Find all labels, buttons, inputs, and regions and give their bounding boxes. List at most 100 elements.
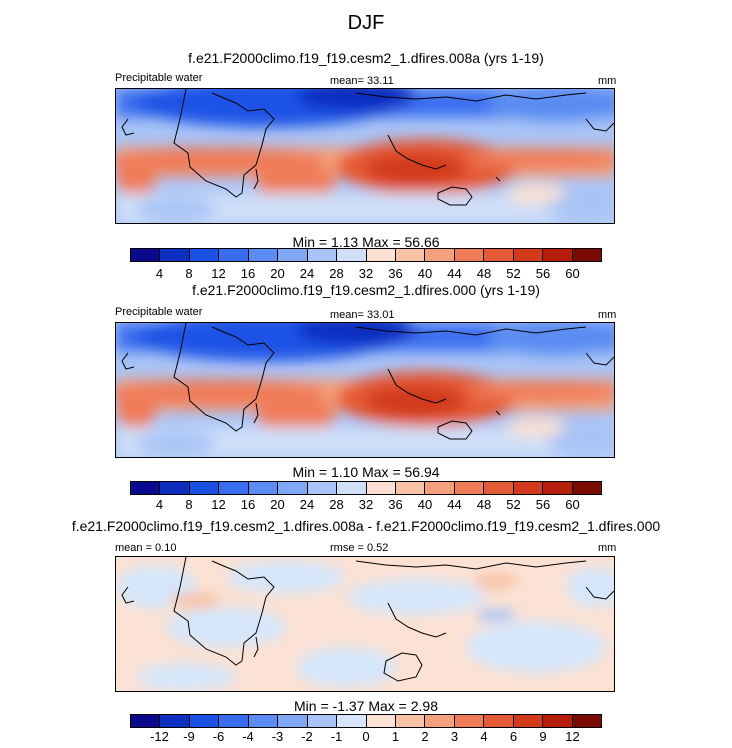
- colorbar-tick-label: 3: [450, 729, 459, 744]
- panel1-minmax: Min = 1.13 Max = 56.66: [292, 234, 440, 250]
- panel2-map: [115, 322, 615, 458]
- panel3-mean-label: mean = 0.10: [115, 542, 177, 554]
- panel3-minmax: Min = -1.37 Max = 2.98: [294, 698, 438, 714]
- colorbar-swatch: [160, 715, 190, 727]
- panel2-colorbar-labels: 4 8 12 16 20 24 28 32 36 40 44 48 52 56 60: [130, 497, 602, 513]
- colorbar-swatch: [366, 715, 396, 727]
- colorbar-swatch: [248, 715, 279, 727]
- colorbar-tick-label: 28: [329, 497, 344, 512]
- colorbar-swatch: [484, 482, 514, 494]
- panel1-map: [115, 88, 615, 224]
- colorbar-tick-label: 12: [211, 266, 226, 281]
- colorbar-swatch: [513, 482, 544, 494]
- colorbar-swatch: [248, 482, 279, 494]
- colorbar-tick-label: 60: [565, 266, 580, 281]
- colorbar-swatch: [307, 715, 338, 727]
- colorbar-tick-label: 40: [417, 266, 433, 281]
- colorbar-tick-label: -3: [271, 729, 284, 744]
- colorbar-swatch: [425, 482, 455, 494]
- panel2-units-label: mm: [598, 309, 617, 321]
- colorbar-swatch: [572, 715, 601, 727]
- colorbar-tick-label: -1: [330, 729, 343, 744]
- colorbar-tick-label: -9: [183, 729, 195, 744]
- panel1-colorbar: [130, 248, 602, 262]
- colorbar-swatch: [572, 482, 601, 494]
- colorbar-tick-label: -2: [301, 729, 313, 744]
- colorbar-swatch: [160, 482, 190, 494]
- colorbar-swatch: [219, 249, 249, 261]
- panel3-map-svg: [116, 557, 614, 691]
- panel1-mean-label: mean= 33.11: [330, 75, 394, 87]
- colorbar-tick-label: 4: [155, 266, 164, 281]
- colorbar-swatch: [278, 482, 308, 494]
- colorbar-swatch: [484, 715, 514, 727]
- colorbar-swatch: [543, 715, 573, 727]
- colorbar-tick-label: 52: [506, 266, 521, 281]
- panel2-map-svg: [116, 323, 614, 457]
- colorbar-swatch: [307, 249, 338, 261]
- colorbar-swatch: [454, 715, 485, 727]
- colorbar-tick-label: 44: [447, 497, 462, 512]
- panel3-colorbar-labels: -12 -9 -6 -4 -3 -2 -1 0 1 2 3 4 6 9 12: [130, 729, 602, 745]
- panel3-map: [115, 556, 615, 692]
- colorbar-swatch: [278, 249, 308, 261]
- colorbar-swatch: [307, 482, 338, 494]
- colorbar-tick-label: 48: [476, 266, 492, 281]
- colorbar-swatch: [366, 482, 396, 494]
- colorbar-tick-label: 32: [358, 497, 374, 512]
- panel2-mean-label: mean= 33.01: [330, 309, 395, 321]
- panel1-run-title: f.e21.F2000climo.f19_f19.cesm2_1.dfires.…: [188, 50, 544, 66]
- panel2-minmax: Min = 1.10 Max = 56.94: [292, 464, 440, 480]
- colorbar-swatch: [131, 249, 161, 261]
- colorbar-swatch: [454, 249, 485, 261]
- panel3-units-label: mm: [598, 542, 617, 554]
- colorbar-tick-label: 20: [270, 497, 285, 512]
- colorbar-tick-label: 52: [506, 497, 521, 512]
- colorbar-tick-label: 44: [447, 266, 462, 281]
- colorbar-tick-label: 40: [417, 497, 433, 512]
- colorbar-swatch: [395, 482, 426, 494]
- colorbar-tick-label: 24: [299, 266, 315, 281]
- colorbar-tick-label: 16: [240, 266, 256, 281]
- colorbar-tick-label: 6: [509, 729, 518, 744]
- colorbar-tick-label: 56: [535, 497, 551, 512]
- colorbar-tick-label: 56: [535, 266, 551, 281]
- colorbar-swatch: [395, 249, 426, 261]
- colorbar-swatch: [160, 249, 190, 261]
- colorbar-tick-label: -6: [212, 729, 225, 744]
- colorbar-swatch: [189, 715, 220, 727]
- panel3-colorbar: [130, 714, 602, 728]
- panel3-rmse-label: rmse = 0.52: [330, 542, 389, 554]
- colorbar-swatch: [248, 249, 279, 261]
- colorbar-swatch: [337, 482, 367, 494]
- colorbar-swatch: [395, 715, 426, 727]
- colorbar-swatch: [484, 249, 514, 261]
- colorbar-swatch: [425, 715, 455, 727]
- colorbar-tick-label: 0: [362, 729, 370, 744]
- colorbar-tick-label: 36: [388, 497, 403, 512]
- colorbar-swatch: [337, 715, 367, 727]
- panel1-map-svg: [116, 89, 614, 223]
- colorbar-swatch: [219, 482, 249, 494]
- colorbar-tick-label: 4: [480, 729, 488, 744]
- colorbar-swatch: [513, 715, 544, 727]
- colorbar-tick-label: 8: [185, 497, 193, 512]
- colorbar-swatch: [454, 482, 485, 494]
- colorbar-swatch: [131, 482, 161, 494]
- colorbar-tick-label: 12: [211, 497, 226, 512]
- colorbar-swatch: [189, 249, 220, 261]
- colorbar-tick-label: 12: [565, 729, 580, 744]
- colorbar-tick-label: 32: [358, 266, 374, 281]
- colorbar-tick-label: 20: [270, 266, 285, 281]
- colorbar-tick-label: 24: [299, 497, 315, 512]
- panel1-colorbar-labels: 4 8 12 16 20 24 28 32 36 40 44 48 52 56 60: [130, 266, 602, 282]
- colorbar-swatch: [219, 715, 249, 727]
- colorbar-tick-label: 4: [155, 497, 164, 512]
- colorbar-swatch: [366, 249, 396, 261]
- panel2-variable-label: Precipitable water: [115, 306, 203, 318]
- colorbar-tick-label: 1: [391, 729, 400, 744]
- colorbar-swatch: [543, 482, 573, 494]
- colorbar-swatch: [337, 249, 367, 261]
- colorbar-swatch: [131, 715, 161, 727]
- colorbar-tick-label: 48: [476, 497, 492, 512]
